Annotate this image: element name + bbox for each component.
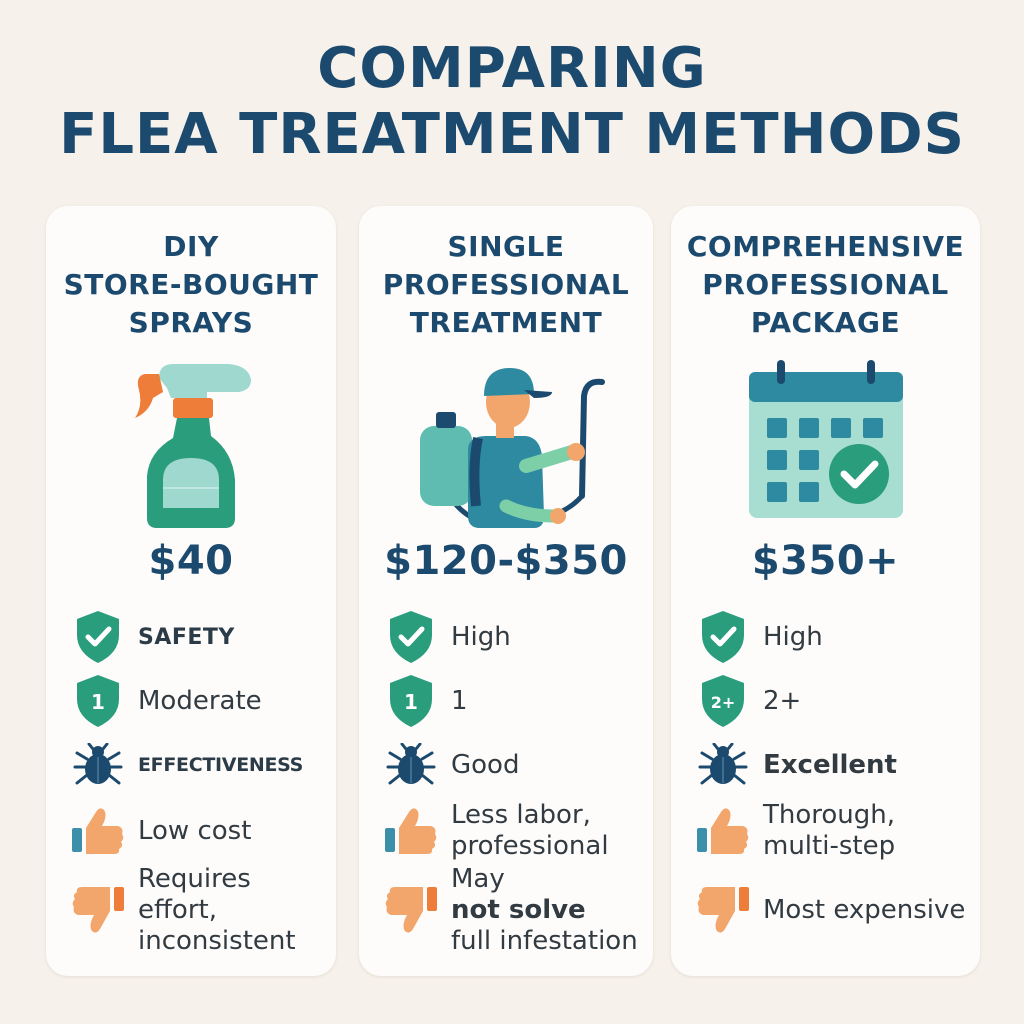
effectiveness-row: Good [383, 734, 647, 796]
con-row: Most expensive [695, 870, 974, 950]
con-value: May not solve full infestation [451, 863, 638, 956]
shield-check-icon [695, 609, 751, 665]
shield-number-icon: 1 [70, 673, 126, 729]
card-diy-sprays: DIY STORE-BOUGHT SPRAYS $40 SAFETY 1 Mod… [46, 206, 336, 976]
thumbs-up-icon [383, 806, 439, 856]
price: $350+ [751, 538, 900, 584]
thumbs-down-icon [695, 883, 751, 937]
price: $40 [148, 538, 234, 584]
shield-check-icon [70, 609, 126, 665]
title-line-1: COMPARING [317, 36, 707, 101]
effectiveness-value: EFFECTIVENESS [138, 753, 304, 776]
shield-number-icon: 1 [383, 673, 439, 729]
pro-value: Thorough, multi-step [763, 800, 896, 861]
thumbs-down-icon [70, 883, 126, 937]
pro-value: Low cost [138, 815, 252, 846]
title-line-2: FLEA TREATMENT METHODS [59, 102, 965, 167]
safety-value: High [763, 621, 823, 652]
con-value: Most expensive [763, 894, 966, 925]
svg-text:1: 1 [91, 690, 105, 714]
svg-text:2+: 2+ [711, 693, 736, 712]
effectiveness-row: EFFECTIVENESS [70, 734, 330, 796]
safety-row: SAFETY [70, 606, 330, 668]
shield-number-icon: 2+ [695, 673, 751, 729]
thumbs-up-icon [70, 806, 126, 856]
calendar-check-icon [671, 356, 980, 536]
safety-row: High [695, 606, 974, 668]
svg-text:1: 1 [404, 690, 418, 714]
treatments-row: 2+ 2+ [695, 670, 974, 732]
exterminator-icon [359, 356, 653, 536]
pro-row: Less labor, professional [383, 798, 647, 864]
treatments-row: 1 Moderate [70, 670, 330, 732]
flea-bug-icon [70, 743, 126, 787]
con-value: Requires effort, inconsistent [138, 863, 296, 956]
treatments-value: Moderate [138, 685, 262, 716]
con-row: May not solve full infestation [383, 864, 647, 956]
thumbs-up-icon [695, 806, 751, 856]
flea-bug-icon [695, 743, 751, 787]
treatments-row: 1 1 [383, 670, 647, 732]
effectiveness-row: Excellent [695, 734, 974, 796]
flea-bug-icon [383, 743, 439, 787]
effectiveness-value: Good [451, 749, 520, 780]
safety-value: SAFETY [138, 624, 235, 650]
card-single-professional: SINGLE PROFESSIONAL TREATMENT [359, 206, 653, 976]
thumbs-down-icon [383, 883, 439, 937]
treatments-value: 2+ [763, 685, 802, 716]
effectiveness-value: Excellent [763, 749, 897, 780]
card-comprehensive-package: COMPREHENSIVE PROFESSIONAL PACKAGE $350+… [671, 206, 980, 976]
price: $120-$350 [384, 538, 628, 584]
spray-bottle-icon [46, 356, 336, 536]
treatments-value: 1 [451, 685, 468, 716]
card-title: SINGLE PROFESSIONAL TREATMENT [382, 230, 630, 339]
pro-row: Thorough, multi-step [695, 798, 974, 864]
card-title: COMPREHENSIVE PROFESSIONAL PACKAGE [686, 230, 965, 339]
card-title: DIY STORE-BOUGHT SPRAYS [63, 230, 319, 339]
pro-row: Low cost [70, 798, 330, 864]
safety-row: High [383, 606, 647, 668]
pro-value: Less labor, professional [451, 800, 609, 861]
con-row: Requires effort, inconsistent [70, 864, 330, 956]
safety-value: High [451, 621, 511, 652]
page-title: COMPARING FLEA TREATMENT METHODS [0, 36, 1024, 168]
shield-check-icon [383, 609, 439, 665]
